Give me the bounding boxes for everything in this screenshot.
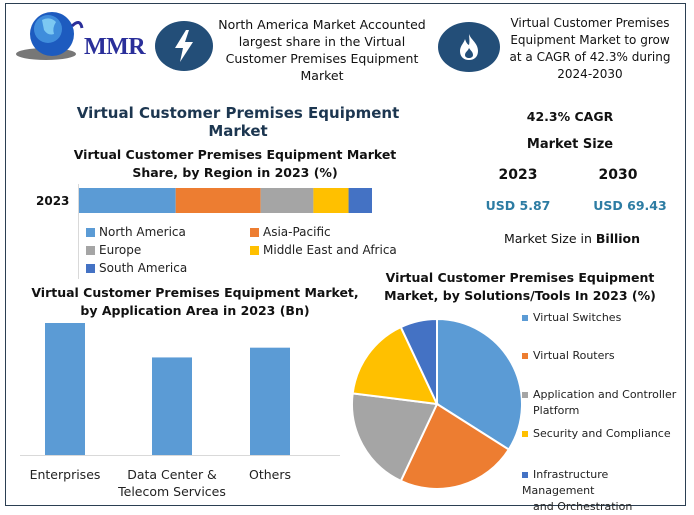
legend-label: Security and Compliance — [533, 427, 671, 440]
pie-slice-security-and-compliance — [351, 325, 439, 406]
solutions-legend-item: Infrastructure Management and Orchestrati… — [522, 467, 684, 515]
legend-swatch — [522, 392, 528, 398]
application-bar-chart — [20, 323, 340, 456]
legend-label: North America — [99, 225, 186, 239]
legend-label: Middle East and Africa — [263, 243, 397, 257]
header-box2-text: Virtual Customer Premises Equipment Mark… — [509, 16, 671, 81]
legend-swatch — [86, 245, 95, 255]
region-axis-line — [78, 184, 79, 279]
region-segment-asia-pacific — [175, 188, 261, 213]
legend-swatch — [522, 315, 528, 321]
infographic-frame — [5, 3, 686, 506]
lightning-icon-badge — [155, 21, 213, 71]
bar-others — [250, 347, 290, 455]
region-chart-title: Virtual Customer Premises Equipment Mark… — [73, 147, 397, 180]
logo-text: MMR — [84, 34, 146, 60]
cagr-stat: 42.3% CAGR — [526, 109, 614, 124]
market-size-label: Market Size — [526, 137, 614, 152]
solutions-pie-chart — [351, 317, 523, 490]
market-size-unit: Market Size in Billion — [480, 231, 664, 246]
year-2030-label: 2030 — [598, 167, 638, 183]
category-label-enterprises: Enterprises — [29, 467, 101, 482]
legend-label: Europe — [99, 243, 142, 257]
header-box1-text: North America Market Accounted largest s… — [218, 17, 426, 83]
legend-swatch — [250, 227, 259, 237]
legend-label: South America — [99, 261, 188, 275]
region-bar-category: 2023 — [36, 194, 70, 208]
globe-icon — [16, 12, 84, 60]
legend-label: Virtual Routers — [533, 349, 615, 362]
legend-label: and Orchestration — [533, 500, 633, 513]
solutions-chart-title: Virtual Customer Premises Equipment Mark… — [384, 270, 656, 303]
region-segment-europe — [260, 188, 314, 213]
legend-swatch — [86, 263, 95, 273]
flame-icon — [460, 34, 478, 60]
region-segment-north-america — [79, 188, 176, 213]
year-2023-label: 2023 — [498, 167, 538, 183]
solutions-legend-item: Application and Controller Platform — [522, 387, 684, 419]
region-legend-item: Europe — [86, 243, 141, 257]
market-value-2030: USD 69.43 — [593, 198, 667, 213]
mmr-logo: MMR — [14, 8, 146, 68]
market-value-2023: USD 5.87 — [485, 198, 551, 213]
legend-swatch — [522, 472, 528, 478]
solutions-legend-item: Virtual Switches — [522, 310, 684, 326]
bar-data-center-telecom-services — [152, 357, 192, 455]
legend-swatch — [522, 353, 528, 359]
lightning-icon — [175, 30, 193, 62]
legend-label: Platform — [533, 404, 580, 417]
legend-label: Virtual Switches — [533, 311, 622, 324]
application-chart-title: Virtual Customer Premises Equipment Mark… — [31, 285, 359, 318]
unit-bold: Billion — [595, 231, 641, 246]
solutions-legend-item: Virtual Routers — [522, 348, 684, 364]
legend-label: Infrastructure Management — [522, 468, 609, 497]
solutions-legend-item: Security and Compliance — [522, 426, 684, 442]
region-segment-south-america — [348, 188, 372, 213]
legend-swatch — [86, 227, 95, 237]
region-legend-item: South America — [86, 261, 187, 275]
pie-slice-application-and-controller-platform — [351, 392, 439, 483]
region-stacked-bar — [79, 188, 372, 213]
category-label-data-center-telecom-services: Data Center & Telecom Services — [118, 467, 226, 499]
page-title: Virtual Customer Premises Equipment Mark… — [76, 104, 400, 140]
category-label-others: Others — [248, 467, 291, 482]
bar-enterprises — [45, 323, 85, 455]
legend-label: Asia-Pacific — [263, 225, 331, 239]
legend-swatch — [522, 431, 528, 437]
region-legend-item: Middle East and Africa — [250, 243, 397, 257]
pie-slice-infrastructure-management-and-orchestration — [399, 317, 438, 405]
legend-swatch — [250, 245, 259, 255]
flame-icon-badge — [438, 22, 500, 72]
region-legend-item: Asia-Pacific — [250, 225, 331, 239]
region-legend-item: North America — [86, 225, 186, 239]
region-segment-middle-east-and-africa — [313, 188, 349, 213]
unit-prefix: Market Size in — [503, 231, 596, 246]
legend-label: Application and Controller — [533, 388, 677, 401]
